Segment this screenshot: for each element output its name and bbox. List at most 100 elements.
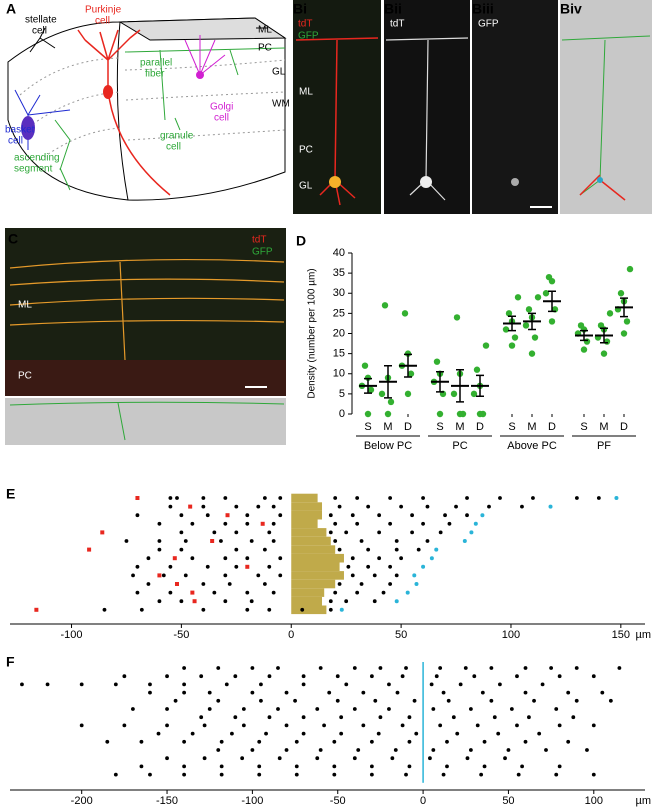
dot <box>388 582 393 586</box>
y-tick-label: 15 <box>333 348 345 360</box>
dot <box>366 504 371 509</box>
dot <box>421 496 425 500</box>
y-tick-label: 10 <box>333 368 345 380</box>
dot <box>207 690 212 695</box>
label: PC <box>258 43 272 54</box>
dot <box>355 590 360 595</box>
data-point <box>623 318 631 325</box>
dot <box>372 573 377 578</box>
dot <box>168 496 173 500</box>
dot <box>224 682 229 687</box>
dot <box>458 682 463 687</box>
dot <box>271 539 276 543</box>
dot <box>262 582 267 586</box>
data-point <box>617 290 625 297</box>
x-tick-label: 50 <box>395 629 407 641</box>
dot <box>328 607 333 612</box>
data-point <box>525 306 533 313</box>
dot <box>161 573 166 578</box>
dot <box>339 715 344 720</box>
dot <box>455 731 460 736</box>
data-point <box>583 338 591 345</box>
dot <box>429 682 434 687</box>
end-marker <box>412 573 417 578</box>
panel-label: A <box>6 1 16 17</box>
dot <box>557 674 562 679</box>
x-tick-label: -50 <box>173 629 189 641</box>
dot <box>267 674 272 679</box>
dot <box>328 513 333 518</box>
dot <box>179 599 184 604</box>
data-point <box>626 265 634 273</box>
dot <box>369 739 374 744</box>
dot <box>278 556 283 561</box>
dot <box>574 496 579 500</box>
band <box>291 519 318 529</box>
dot <box>438 530 443 535</box>
dot <box>301 674 306 679</box>
dot <box>294 772 299 777</box>
dot <box>366 547 371 552</box>
dot <box>267 530 272 535</box>
panel-label: Bi <box>293 1 307 17</box>
dot <box>492 715 497 720</box>
dot <box>346 564 351 569</box>
dot <box>352 666 357 670</box>
dot <box>399 504 404 509</box>
y-tick-label: 20 <box>333 327 345 339</box>
panel-label: Bii <box>384 1 402 17</box>
dot <box>503 756 507 761</box>
dot <box>407 764 412 769</box>
dot <box>276 666 280 670</box>
x-tick-label: S <box>364 421 371 433</box>
data-point <box>548 318 556 325</box>
dot <box>201 496 206 500</box>
start-marker <box>245 564 250 569</box>
dot <box>165 756 169 761</box>
dot <box>219 539 223 543</box>
dot <box>135 564 140 569</box>
dot <box>165 707 169 711</box>
dot <box>205 564 210 569</box>
dot <box>414 731 419 736</box>
data-point <box>470 390 478 398</box>
dot <box>183 539 188 543</box>
dot <box>212 590 217 595</box>
dot <box>131 573 135 578</box>
dot <box>234 547 239 552</box>
band <box>291 571 344 580</box>
dot <box>259 682 263 687</box>
start-marker <box>87 547 92 552</box>
end-marker <box>429 556 434 561</box>
error-bar <box>600 327 608 344</box>
dot <box>515 674 519 679</box>
dot <box>122 674 127 679</box>
data-point <box>361 362 369 369</box>
dot <box>157 547 162 552</box>
dot <box>350 573 355 578</box>
y-tick-label: 35 <box>333 267 345 279</box>
dot <box>527 715 531 720</box>
dot <box>425 504 430 509</box>
layer: PC <box>18 371 32 382</box>
panel-label: E <box>6 486 15 502</box>
end-marker <box>421 564 426 569</box>
start-marker <box>100 530 105 535</box>
dot <box>267 715 272 720</box>
dot <box>234 504 239 509</box>
dot <box>333 590 338 595</box>
end-marker <box>405 590 410 595</box>
dot <box>262 496 267 500</box>
x-tick-label: -100 <box>61 629 83 641</box>
dot <box>549 666 554 670</box>
end-marker <box>480 513 485 518</box>
data-point <box>528 350 536 357</box>
dot <box>410 513 414 518</box>
channel: GFP <box>252 247 273 258</box>
start-marker <box>174 582 179 586</box>
dot <box>479 772 484 777</box>
dot <box>463 666 468 670</box>
dot <box>146 556 151 561</box>
band <box>291 493 318 503</box>
label: cell <box>32 26 47 37</box>
